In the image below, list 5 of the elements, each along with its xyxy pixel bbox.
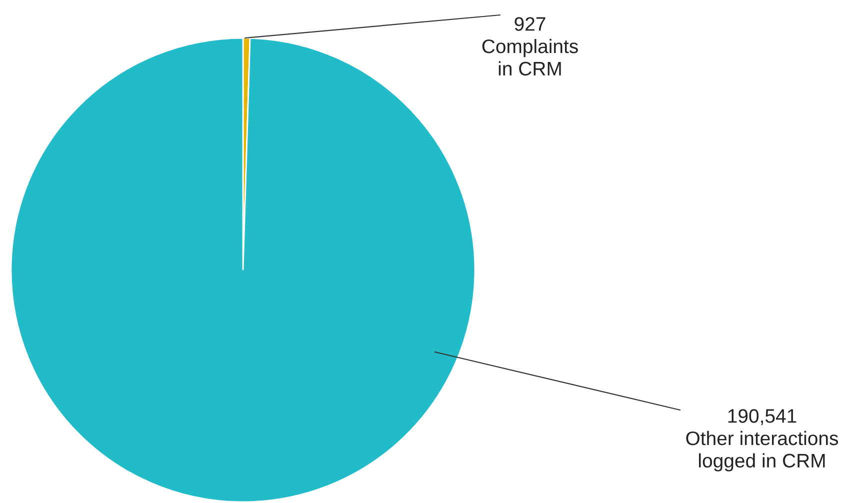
pie-slice — [10, 37, 476, 503]
slice-label: Other interactions logged in CRM — [686, 430, 838, 472]
slice-label: Complaints in CRM — [482, 38, 578, 76]
data-label: 190,541 — [728, 409, 796, 426]
data-label: 927 — [514, 17, 546, 31]
